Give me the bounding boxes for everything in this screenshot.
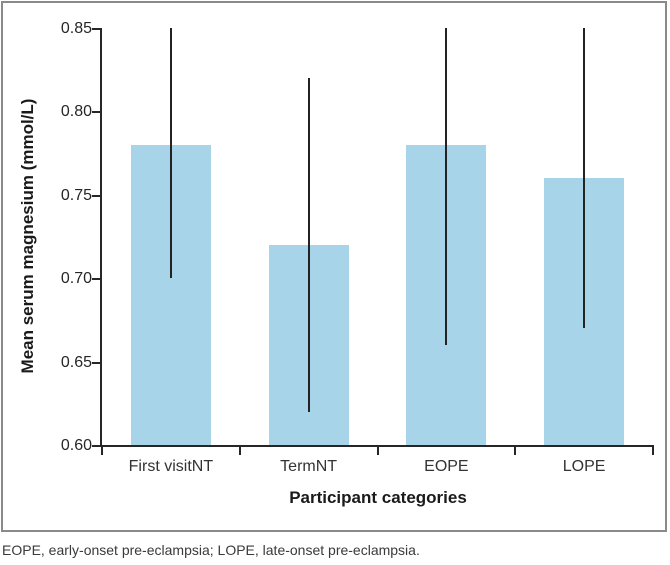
x-axis-line [100,445,654,447]
error-bar [583,28,586,329]
x-tick [376,447,379,455]
y-tick [92,111,100,114]
y-tick-label: 0.75 [60,186,92,204]
x-category-label: TermNT [280,458,338,475]
y-tick-label: 0.80 [60,103,92,121]
y-tick [92,361,100,364]
y-tick-label: 0.65 [60,353,92,371]
x-tick [652,447,654,455]
x-tick [238,447,241,455]
plot-area: 0.60 0.65 0.70 0.75 0.80 0.85 First visitNT Ter… [60,20,654,475]
error-bar [307,78,310,412]
y-tick [92,28,100,30]
x-category-label: EOPE [424,458,469,475]
y-tick [92,445,100,447]
x-category-label: First visitNT [128,458,214,475]
y-axis-title: Mean serum magnesium (mmol/L) [18,98,37,374]
x-tick [101,447,103,455]
y-tick-label: 0.60 [60,437,92,454]
y-tick-label: 0.70 [60,270,92,288]
figure-footnote: EOPE, early-onset pre-eclampsia; LOPE, l… [2,542,420,558]
error-bar [169,28,172,279]
y-tick [92,194,100,197]
x-category-label: LOPE [562,458,606,475]
x-axis-title: Participant categories [289,488,467,507]
y-tick-label: 0.85 [60,20,92,37]
error-bar [445,28,448,345]
x-tick [514,447,517,455]
y-tick [92,278,100,281]
y-axis-line [100,28,102,447]
